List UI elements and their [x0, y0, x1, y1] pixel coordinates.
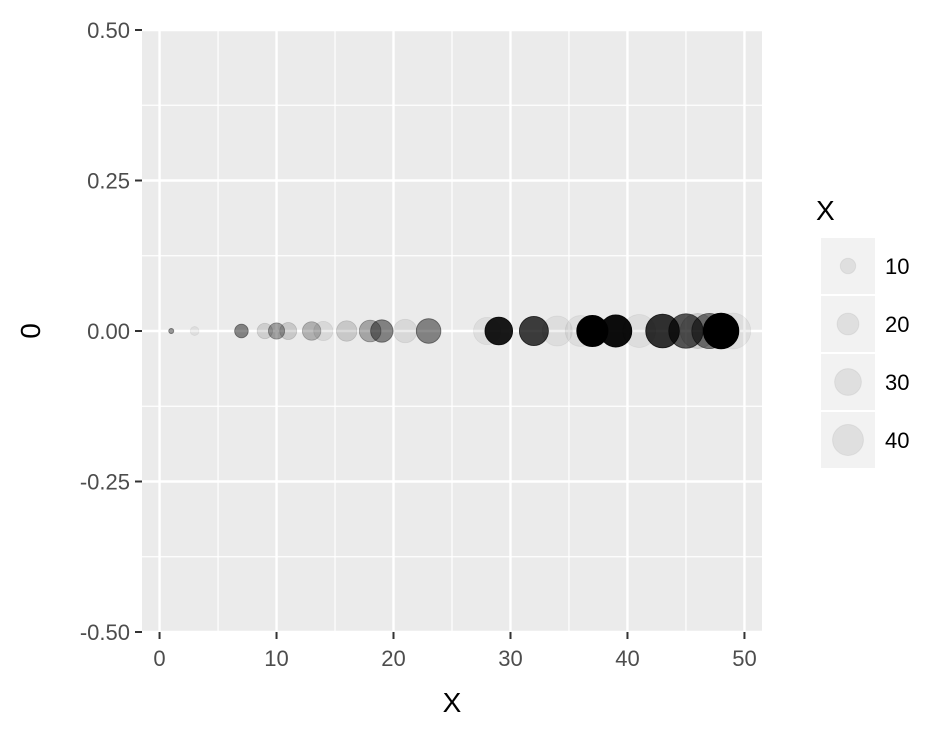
axis-layer: 0.50 0.25 0.00 -0.25 -0.50 0 10 20 30 40 50 — [80, 18, 757, 671]
data-point — [256, 322, 273, 340]
data-point — [702, 312, 740, 350]
data-point — [301, 321, 322, 341]
legend-swatch — [832, 424, 864, 456]
legend-swatch — [836, 312, 860, 336]
data-point — [234, 323, 249, 339]
legend-label: 40 — [885, 428, 909, 453]
x-tick-label: 10 — [264, 646, 288, 671]
legend-label: 20 — [885, 312, 909, 337]
data-point — [370, 319, 394, 343]
legend-label: 10 — [885, 254, 909, 279]
legend-title: X — [816, 195, 835, 226]
data-point — [714, 312, 752, 350]
data-point — [358, 319, 382, 343]
data-point — [279, 322, 298, 340]
data-point — [541, 315, 573, 347]
data-point — [168, 328, 175, 334]
data-point — [599, 314, 633, 348]
y-tick-label: 0.50 — [87, 18, 130, 43]
y-tick-label: -0.50 — [80, 620, 130, 645]
legend-key — [821, 354, 875, 410]
legend-label: 30 — [885, 370, 909, 395]
legend-swatch — [839, 257, 857, 275]
data-point — [313, 320, 334, 342]
x-tick-label: 40 — [615, 646, 639, 671]
legend: X 10 20 30 40 — [816, 195, 909, 468]
x-axis-title: X — [443, 687, 462, 718]
y-tick-label: 0.00 — [87, 319, 130, 344]
y-tick-label: -0.25 — [80, 470, 130, 495]
x-tick-label: 20 — [381, 646, 405, 671]
data-point — [484, 316, 514, 346]
y-tick-label: 0.25 — [87, 169, 130, 194]
y-axis-title: 0 — [15, 323, 46, 339]
x-tick-label: 30 — [498, 646, 522, 671]
legend-key — [821, 296, 875, 352]
data-point — [518, 316, 549, 346]
data-point — [189, 326, 200, 336]
x-tick-label: 0 — [153, 646, 165, 671]
legend-swatch — [834, 368, 862, 396]
data-point — [415, 318, 442, 344]
data-point — [393, 318, 418, 344]
x-tick-label: 50 — [732, 646, 756, 671]
points-layer — [168, 312, 752, 350]
legend-key — [821, 412, 875, 468]
data-point — [267, 322, 286, 340]
legend-key — [821, 238, 875, 294]
data-point — [336, 320, 358, 342]
grid-layer — [142, 28, 762, 634]
